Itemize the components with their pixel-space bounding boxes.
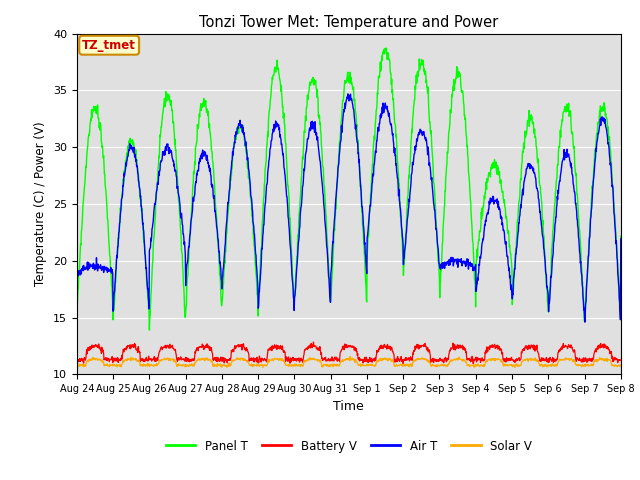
- Panel T: [73, 307, 81, 313]
- Solar V: [180, 362, 188, 368]
- Battery V: [194, 345, 202, 350]
- Panel T: [617, 233, 625, 239]
- Solar V: [617, 362, 625, 368]
- Battery V: [470, 361, 477, 367]
- Solar V: [346, 354, 354, 360]
- Y-axis label: Temperature (C) / Power (V): Temperature (C) / Power (V): [35, 122, 47, 286]
- Air T: [581, 319, 589, 325]
- Solar V: [255, 362, 262, 368]
- Solar V: [434, 362, 442, 368]
- Air T: [344, 91, 352, 97]
- Air T: [255, 303, 262, 309]
- Solar V: [505, 362, 513, 368]
- Solar V: [553, 363, 561, 369]
- Air T: [180, 239, 188, 245]
- Air T: [617, 236, 625, 242]
- Battery V: [255, 360, 262, 366]
- Line: Battery V: Battery V: [77, 342, 621, 364]
- Panel T: [195, 126, 202, 132]
- Panel T: [181, 313, 189, 319]
- Solar V: [259, 364, 267, 370]
- Air T: [434, 240, 442, 246]
- Air T: [73, 270, 81, 276]
- Line: Panel T: Panel T: [77, 48, 621, 330]
- Battery V: [553, 357, 561, 362]
- Battery V: [617, 358, 625, 363]
- Panel T: [255, 287, 263, 292]
- Panel T: [553, 175, 561, 181]
- Panel T: [145, 327, 153, 333]
- Battery V: [180, 357, 188, 363]
- Line: Solar V: Solar V: [77, 357, 621, 367]
- Text: TZ_tmet: TZ_tmet: [82, 39, 136, 52]
- Solar V: [194, 357, 202, 362]
- Title: Tonzi Tower Met: Temperature and Power: Tonzi Tower Met: Temperature and Power: [199, 15, 499, 30]
- Solar V: [73, 361, 81, 367]
- Battery V: [73, 356, 81, 361]
- Air T: [505, 264, 513, 269]
- Battery V: [434, 357, 442, 363]
- Legend: Panel T, Battery V, Air T, Solar V: Panel T, Battery V, Air T, Solar V: [161, 435, 537, 457]
- Air T: [194, 168, 202, 173]
- Battery V: [310, 339, 317, 345]
- Air T: [553, 204, 561, 210]
- X-axis label: Time: Time: [333, 400, 364, 413]
- Battery V: [505, 358, 513, 363]
- Panel T: [383, 45, 390, 51]
- Line: Air T: Air T: [77, 94, 621, 322]
- Panel T: [505, 234, 513, 240]
- Panel T: [434, 251, 442, 256]
